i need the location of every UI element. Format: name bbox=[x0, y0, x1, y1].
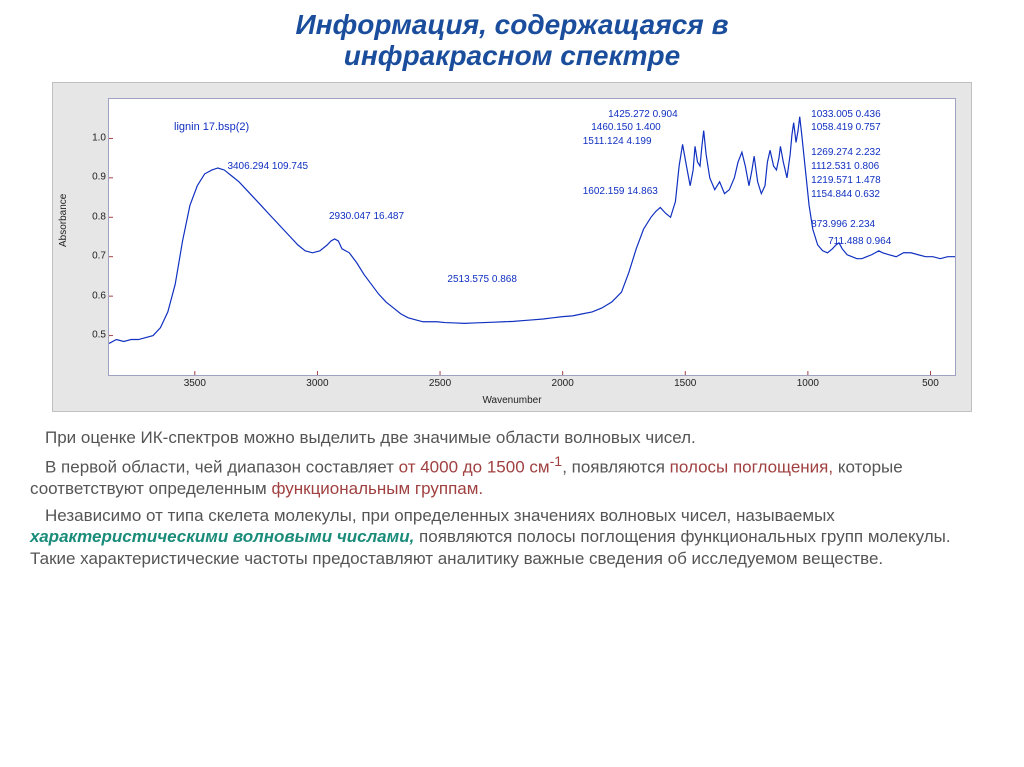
slide: Информация, содержащаяся в инфракрасном … bbox=[0, 0, 1024, 767]
title-line-1: Информация, содержащаяся в bbox=[295, 9, 728, 40]
functional-groups-highlight: функциональным группам bbox=[271, 479, 478, 498]
paragraph-3: Независимо от типа скелета молекулы, при… bbox=[30, 505, 994, 569]
chart-legend: lignin 17.bsp(2) bbox=[174, 121, 249, 133]
range-highlight: от 4000 до 1500 см bbox=[399, 458, 550, 477]
absorption-highlight: полосы поглощения, bbox=[670, 458, 833, 477]
slide-title: Информация, содержащаяся в инфракрасном … bbox=[30, 10, 994, 72]
spectrum-line bbox=[109, 99, 955, 375]
body-text: При оценке ИК-спектров можно выделить дв… bbox=[30, 427, 994, 569]
plot-area: lignin 17.bsp(2) 0.50.60.70.80.91.0 3500… bbox=[108, 98, 956, 376]
ir-spectrum-chart: Absorbance Wavenumber lignin 17.bsp(2) 0… bbox=[52, 82, 972, 412]
characteristic-wavenumbers-highlight: характеристическими волновыми числами, bbox=[30, 527, 414, 546]
x-axis-label: Wavenumber bbox=[482, 395, 541, 406]
paragraph-2: В первой области, чей диапазон составляе… bbox=[30, 454, 994, 499]
y-axis-label: Absorbance bbox=[58, 193, 69, 246]
title-line-2: инфракрасном спектре bbox=[344, 40, 680, 71]
paragraph-1: При оценке ИК-спектров можно выделить дв… bbox=[30, 427, 994, 448]
